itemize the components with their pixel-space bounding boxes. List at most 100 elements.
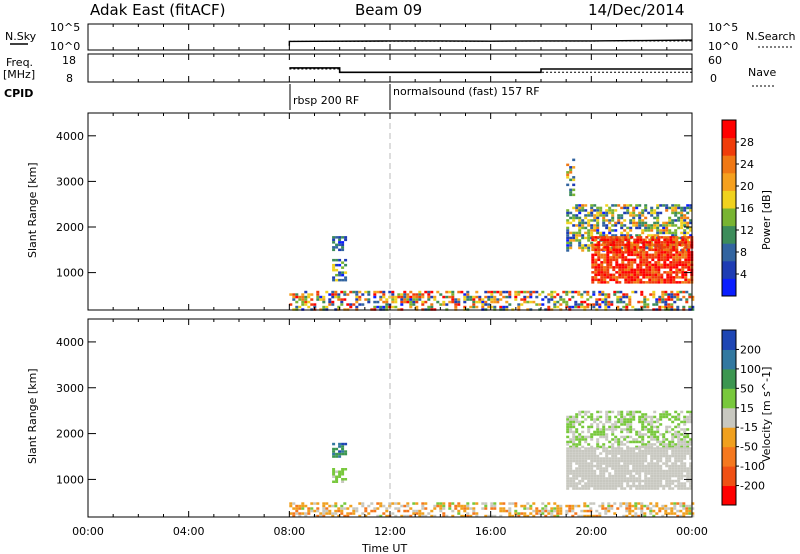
scatter-cell — [400, 298, 404, 301]
scatter-cell — [574, 512, 578, 515]
scatter-cell — [680, 459, 684, 463]
scatter-cell — [611, 410, 615, 414]
x-tick-label: 00:00 — [676, 525, 708, 538]
scatter-cell — [652, 303, 656, 306]
scatter-cell — [604, 298, 608, 301]
scatter-cell — [400, 514, 404, 518]
scatter-cell — [460, 504, 464, 508]
scatter-cell — [578, 433, 582, 436]
nave-tick-bottom: 0 — [710, 72, 717, 85]
scatter-cell — [614, 234, 618, 237]
scatter-cell — [334, 293, 338, 296]
power-scatter-cells — [289, 158, 695, 311]
scatter-cell — [647, 479, 651, 483]
scatter-cell — [341, 278, 345, 282]
scatter-cell — [361, 504, 365, 508]
scatter-cell — [514, 504, 518, 508]
scatter-cell — [626, 479, 630, 483]
scatter-cell — [606, 263, 610, 267]
scatter-cell — [403, 509, 407, 513]
scatter-cell — [394, 295, 398, 299]
scatter-cell — [566, 239, 570, 242]
scatter-cell — [663, 256, 667, 259]
scatter-cell — [382, 295, 386, 299]
scatter-cell — [581, 449, 585, 453]
scatter-cell — [569, 231, 573, 235]
scatter-cell — [657, 243, 661, 247]
scatter-cell — [630, 266, 634, 269]
scatter-cell — [304, 514, 308, 518]
scatter-cell — [584, 454, 588, 458]
scatter-cell — [610, 300, 614, 304]
scatter-cell — [439, 504, 443, 508]
scatter-cell — [599, 457, 603, 460]
scatter-cell — [600, 256, 604, 259]
scatter-cell — [593, 430, 597, 434]
scatter-cell — [689, 226, 693, 230]
scatter-cell — [691, 298, 695, 301]
nsky-panel: N.Sky 10^5 10^0 10^5 10^0 N.Search — [5, 21, 796, 53]
scatter-cell — [614, 209, 618, 212]
scatter-cell — [604, 512, 608, 515]
scatter-cell — [630, 281, 634, 284]
scatter-cell — [358, 303, 362, 306]
scatter-cell — [685, 298, 689, 301]
scatter-cell — [635, 214, 639, 217]
scatter-cell — [355, 293, 359, 296]
scatter-cell — [593, 447, 597, 450]
colorbar-segment — [722, 407, 736, 428]
scatter-cell — [609, 261, 613, 264]
scatter-cell — [412, 293, 416, 296]
scatter-cell — [656, 204, 660, 207]
scatter-cell — [683, 420, 687, 424]
scatter-cell — [578, 443, 582, 446]
scatter-cell — [644, 413, 648, 416]
scatter-cell — [430, 509, 434, 513]
scatter-cell — [581, 430, 585, 434]
scatter-cell — [623, 423, 627, 426]
scatter-cell — [628, 295, 632, 299]
scatter-cell — [343, 514, 347, 518]
scatter-cell — [338, 236, 342, 239]
scatter-cell — [665, 469, 669, 473]
scatter-cell — [689, 454, 693, 458]
scatter-cell — [587, 464, 591, 468]
scatter-cell — [295, 504, 299, 508]
scatter-cell — [666, 236, 670, 239]
scatter-cell — [678, 251, 682, 254]
scatter-cell — [680, 211, 684, 215]
scatter-cell — [623, 459, 627, 463]
scatter-cell — [621, 271, 625, 274]
scatter-cell — [626, 428, 630, 431]
scatter-cell — [439, 502, 443, 505]
scatter-cell — [686, 410, 690, 414]
scatter-cell — [660, 248, 664, 252]
scatter-cell — [617, 472, 621, 475]
scatter-cell — [532, 290, 536, 294]
scatter-cell — [584, 484, 588, 488]
scatter-cell — [463, 300, 467, 304]
scatter-cell — [587, 477, 591, 480]
scatter-cell — [572, 158, 576, 162]
scatter-cell — [304, 512, 308, 515]
scatter-cell — [608, 484, 612, 488]
scatter-cell — [600, 263, 604, 267]
scatter-cell — [680, 469, 684, 473]
scatter-cell — [597, 241, 601, 244]
scatter-cell — [584, 209, 588, 212]
scatter-cell — [655, 300, 659, 304]
scatter-cell — [337, 305, 341, 309]
scatter-cell — [617, 214, 621, 217]
scatter-cell — [596, 214, 600, 217]
scatter-cell — [689, 477, 693, 480]
scatter-cell — [598, 514, 602, 518]
scatter-cell — [572, 484, 576, 488]
scatter-cell — [689, 464, 693, 468]
scatter-cell — [663, 248, 667, 252]
scatter-cell — [584, 204, 588, 207]
scatter-cell — [674, 219, 678, 222]
scatter-cell — [636, 253, 640, 257]
scatter-cell — [572, 445, 576, 449]
scatter-cell — [691, 305, 695, 309]
scatter-cell — [689, 474, 693, 478]
